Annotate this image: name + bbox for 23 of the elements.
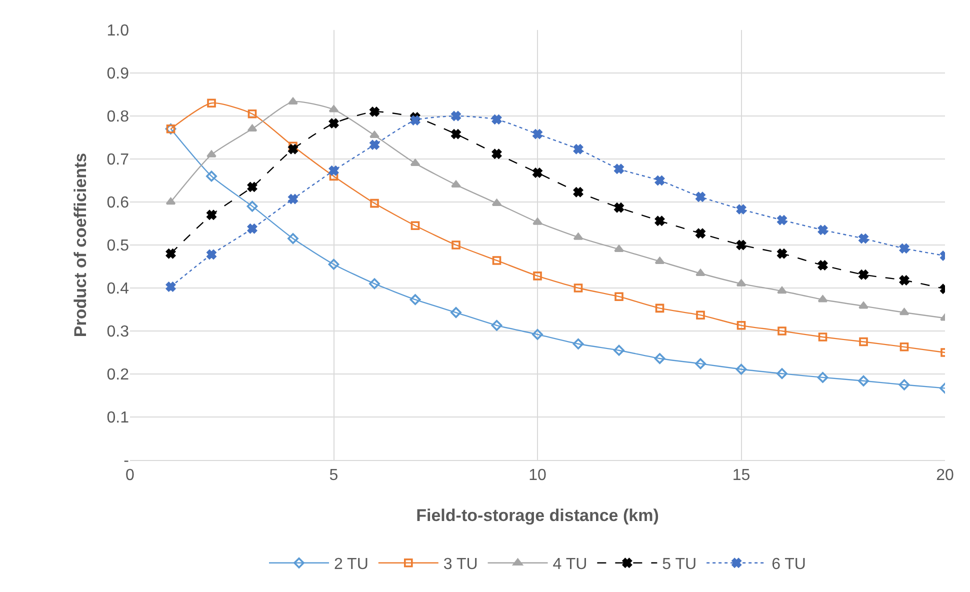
y-tick-label: 0.6 [106,194,130,212]
y-tick-label: 0.3 [106,324,130,341]
legend-label: 4 TU [552,556,588,574]
y-tick-label: 0.9 [106,66,130,83]
y-tick-label: - [124,452,129,470]
x-tick-label: 20 [936,467,954,484]
legend-label: 2 TU [334,556,368,574]
x-axis-title: Field-to-storage distance (km) [416,506,659,525]
legend-label: 3 TU [443,556,478,574]
y-tick-label: 1.0 [106,22,130,40]
y-tick-label: 0.5 [106,238,130,255]
x-tick-label: 15 [732,467,750,484]
y-tick-label: 0.1 [106,410,130,427]
x-tick-label: 10 [528,467,546,484]
x-tick-label: 0 [126,467,135,484]
y-tick-label: 0.8 [106,108,130,126]
x-tick-label: 5 [329,467,338,484]
y-tick-label: 0.4 [106,280,130,298]
y-axis-title: Product of coefficients [71,152,90,338]
y-tick-label: 0.2 [106,366,130,384]
legend-label: 6 TU [772,556,806,574]
y-tick-label: 0.7 [106,152,130,169]
legend-label: 5 TU [662,556,697,574]
